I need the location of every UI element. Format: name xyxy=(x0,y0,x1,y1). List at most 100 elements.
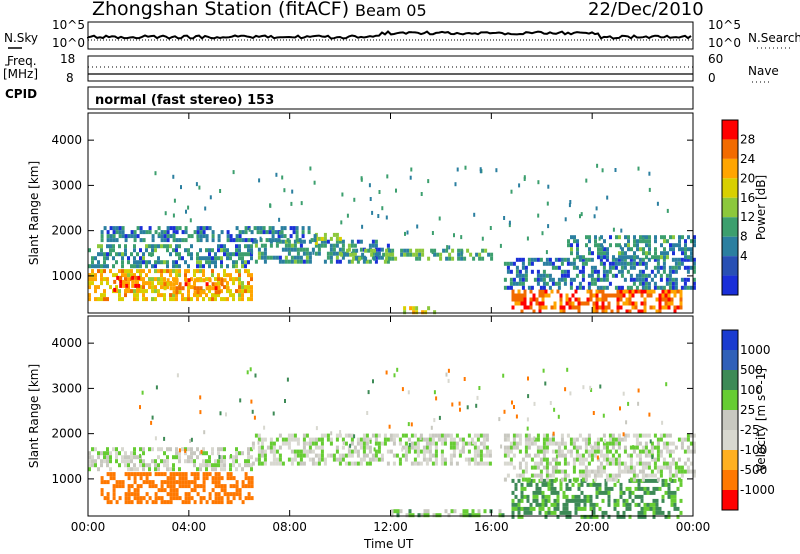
data-cell xyxy=(538,301,542,306)
data-cell xyxy=(571,498,575,503)
data-cell xyxy=(604,439,607,444)
data-cell xyxy=(595,297,599,302)
data-cell xyxy=(199,496,203,501)
data-cell xyxy=(112,264,115,269)
data-cell xyxy=(172,238,176,243)
data-cell xyxy=(293,457,297,462)
data-cell xyxy=(404,453,408,458)
data-cell xyxy=(130,264,133,269)
data-cell xyxy=(563,273,567,278)
data-cell xyxy=(509,285,513,290)
data-cell xyxy=(241,480,245,485)
data-cell xyxy=(435,513,439,518)
data-cell xyxy=(202,269,205,274)
data-cell xyxy=(353,445,357,450)
data-cell xyxy=(254,373,257,378)
data-cell xyxy=(611,433,615,438)
data-cell xyxy=(577,301,581,306)
data-cell xyxy=(678,235,681,240)
data-cell xyxy=(545,445,549,450)
data-cell xyxy=(235,480,239,485)
data-cell xyxy=(554,441,558,446)
data-cell xyxy=(662,269,666,274)
data-cell xyxy=(115,285,118,290)
data-cell xyxy=(673,478,677,483)
data-cell xyxy=(307,226,311,231)
data-cell xyxy=(308,445,312,450)
data-cell xyxy=(455,461,459,466)
power-colorbar-tick-label: 4 xyxy=(740,249,748,263)
data-cell xyxy=(112,248,115,253)
data-cell xyxy=(232,297,235,302)
data-cell xyxy=(547,184,550,189)
data-cell xyxy=(278,461,282,466)
data-cell xyxy=(689,433,693,438)
data-cell xyxy=(559,486,563,491)
data-cell xyxy=(656,265,660,270)
data-cell xyxy=(622,432,625,437)
data-cell xyxy=(204,206,207,211)
data-cell xyxy=(220,278,224,283)
data-cell xyxy=(330,431,333,436)
data-cell xyxy=(553,486,557,491)
data-cell xyxy=(515,441,519,446)
data-cell xyxy=(635,461,639,466)
data-cell xyxy=(679,482,683,487)
data-cell xyxy=(542,445,546,450)
data-cell xyxy=(453,233,455,238)
data-cell xyxy=(635,277,639,282)
data-cell xyxy=(109,476,113,481)
data-cell xyxy=(638,441,642,446)
data-cell xyxy=(551,277,555,282)
data-cell xyxy=(335,433,339,438)
data-cell xyxy=(527,437,531,442)
data-cell xyxy=(662,445,666,450)
data-cell xyxy=(172,492,176,497)
data-cell xyxy=(280,226,284,231)
data-cell xyxy=(241,238,245,243)
data-cell xyxy=(263,425,266,430)
data-cell xyxy=(571,305,575,310)
data-cell xyxy=(563,441,567,446)
data-cell xyxy=(606,255,609,260)
data-cell xyxy=(433,248,437,253)
data-cell xyxy=(169,234,173,239)
data-cell xyxy=(653,433,657,438)
data-cell xyxy=(467,457,471,462)
data-cell xyxy=(199,293,202,298)
data-cell xyxy=(232,260,235,265)
data-cell xyxy=(641,461,645,466)
data-cell xyxy=(275,255,279,260)
data-cell xyxy=(124,293,127,298)
data-cell xyxy=(329,247,333,252)
data-cell xyxy=(635,441,639,446)
data-cell xyxy=(202,256,205,261)
data-cell xyxy=(211,463,214,468)
data-cell xyxy=(401,433,405,438)
data-cell xyxy=(661,289,665,294)
data-cell xyxy=(214,286,218,291)
data-cell xyxy=(395,453,399,458)
data-cell xyxy=(580,212,583,217)
data-cell xyxy=(667,486,671,491)
data-cell xyxy=(692,441,696,446)
data-cell xyxy=(349,443,352,448)
data-cell xyxy=(178,256,181,261)
data-cell xyxy=(655,486,659,491)
data-cell xyxy=(247,492,251,497)
y-axis-label: Slant Range [km] xyxy=(27,364,41,468)
data-cell xyxy=(674,285,678,290)
data-cell xyxy=(591,251,594,256)
data-cell xyxy=(635,437,639,442)
data-cell xyxy=(211,234,215,239)
x-tick-label: 04:00 xyxy=(172,520,207,534)
data-cell xyxy=(662,441,666,446)
data-cell xyxy=(272,449,276,454)
data-cell xyxy=(160,234,164,239)
data-cell xyxy=(169,492,173,497)
data-cell xyxy=(620,261,624,266)
data-cell xyxy=(485,453,489,458)
data-cell xyxy=(416,224,419,229)
data-cell xyxy=(627,255,630,260)
data-cell xyxy=(644,461,648,466)
